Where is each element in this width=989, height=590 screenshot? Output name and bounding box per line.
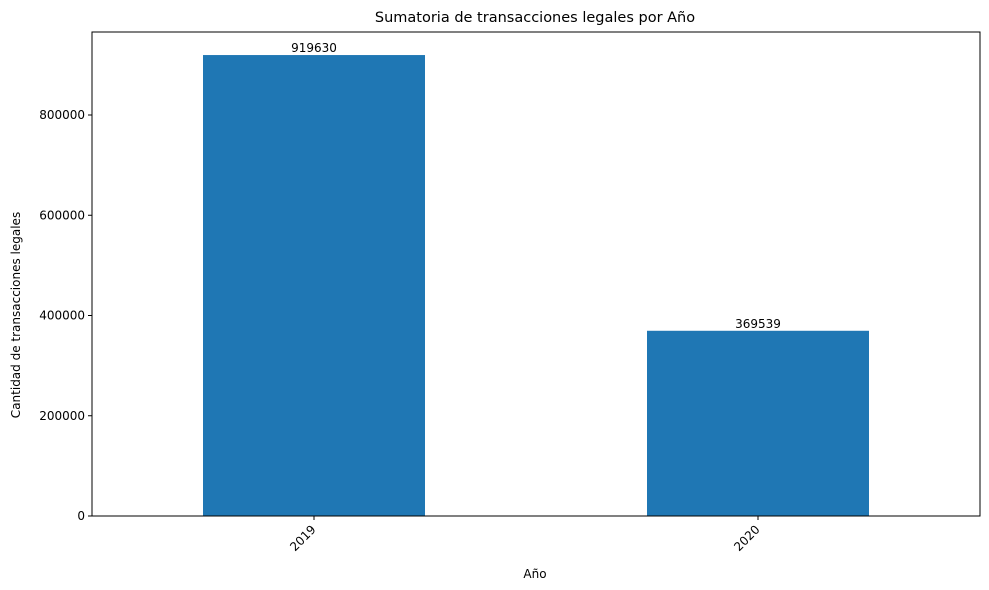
plot-frame (91, 31, 981, 517)
bar-2019[interactable] (203, 55, 425, 517)
plot-area: 0 200000 400000 600000 800000 919630 2019 36953… (39, 41, 869, 554)
data-label-2019: 919630 (291, 41, 337, 55)
bar-2020[interactable] (647, 330, 869, 516)
data-label-2020: 369539 (735, 317, 781, 331)
x-tick-label: 2019 (287, 522, 318, 553)
y-tick-label: 600000 (39, 208, 85, 222)
x-tick-label: 2020 (731, 522, 762, 553)
chart-title: Sumatoria de transacciones legales por A… (375, 10, 695, 26)
y-tick-label: 400000 (39, 309, 85, 323)
y-tick-label: 0 (77, 509, 85, 523)
y-tick-label: 200000 (39, 409, 85, 423)
y-tick-label: 800000 (39, 108, 85, 122)
y-axis-label: Cantidad de transacciones legales (9, 212, 23, 418)
x-axis-label: Año (523, 567, 546, 581)
